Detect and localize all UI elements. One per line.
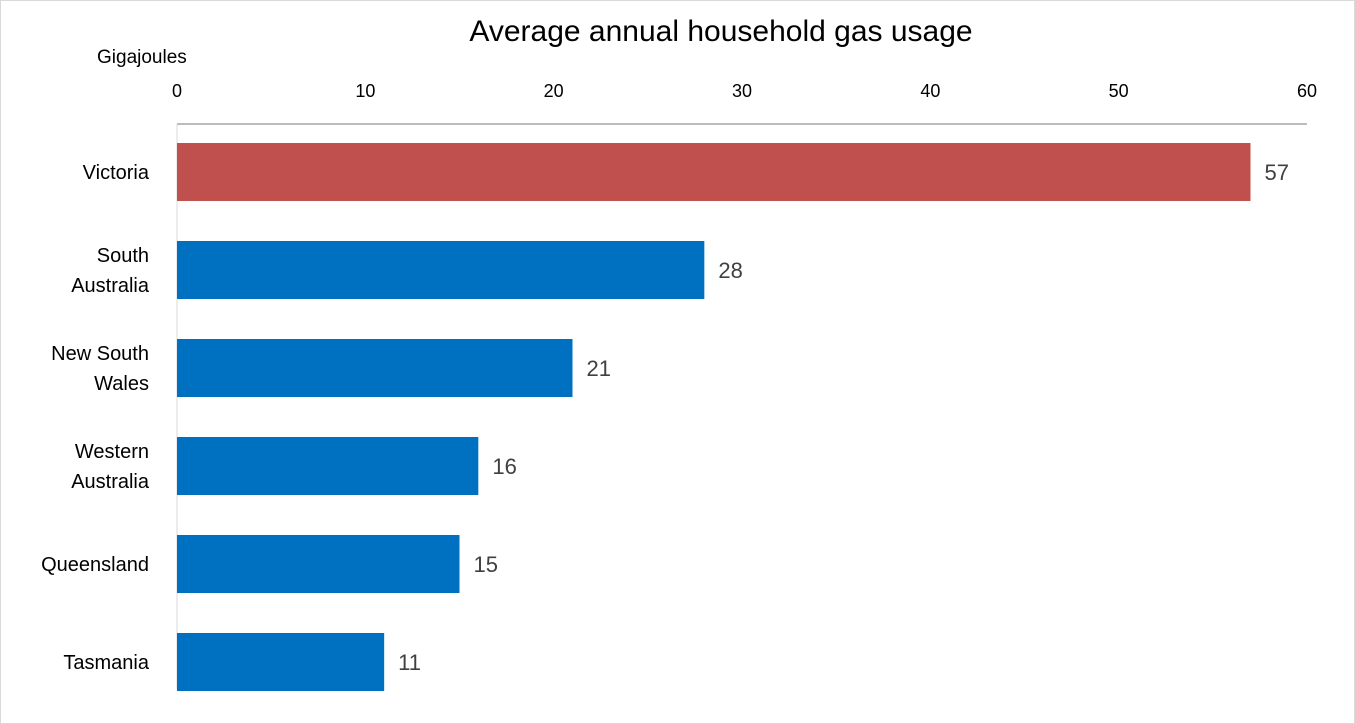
data-label: 15 — [474, 552, 498, 577]
data-label: 11 — [398, 650, 421, 675]
x-tick-label: 40 — [920, 81, 940, 101]
x-tick-label: 30 — [732, 81, 752, 101]
bar — [177, 535, 460, 593]
category-label-line: Wales — [94, 373, 149, 395]
data-label: 28 — [718, 258, 742, 283]
category-label-line: Australia — [71, 275, 150, 297]
category-label: Western Australia — [71, 441, 150, 493]
chart-title: Average annual household gas usage — [469, 15, 973, 48]
category-label-line: Tasmania — [63, 652, 149, 674]
bar — [177, 339, 573, 397]
category-label: Victoria — [83, 162, 150, 184]
data-label: 21 — [587, 356, 611, 381]
x-tick-label: 10 — [355, 81, 375, 101]
category-label: Queensland — [41, 554, 149, 576]
x-axis-unit-label: Gigajoules — [97, 47, 187, 68]
category-label: South Australia — [71, 245, 150, 297]
data-label: 57 — [1265, 160, 1289, 185]
bar — [177, 143, 1251, 201]
category-label-line: South — [97, 245, 149, 267]
x-tick-label: 50 — [1109, 81, 1129, 101]
bar — [177, 241, 705, 299]
category-label-line: New South — [51, 343, 149, 365]
bar — [177, 437, 479, 495]
x-tick-label: 60 — [1297, 81, 1317, 101]
x-tick-label: 20 — [544, 81, 564, 101]
data-label: 16 — [492, 454, 516, 479]
category-label-line: Queensland — [41, 554, 149, 576]
bar — [177, 633, 385, 691]
x-tick-label: 0 — [172, 81, 182, 101]
category-label: New South Wales — [51, 343, 149, 395]
category-label-line: Victoria — [83, 162, 150, 184]
category-label: Tasmania — [63, 652, 149, 674]
category-label-line: Western — [75, 441, 149, 463]
category-label-line: Australia — [71, 471, 150, 493]
